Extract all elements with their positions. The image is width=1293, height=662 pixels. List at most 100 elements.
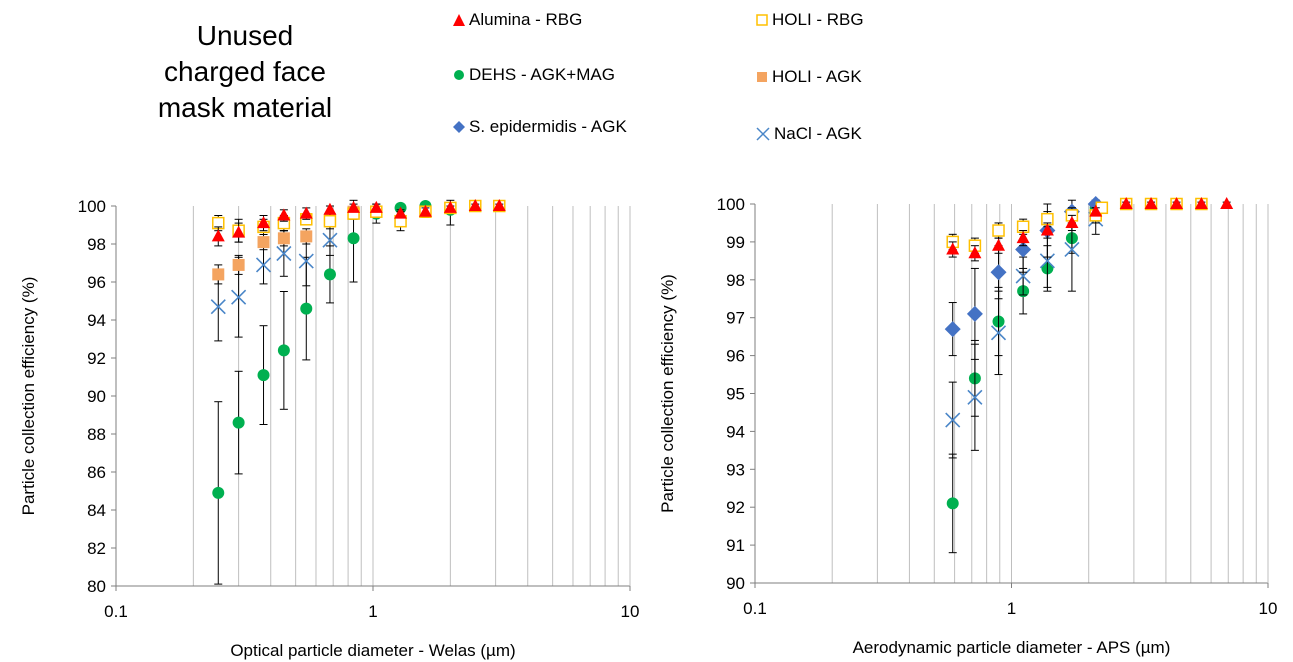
y-tick-label: 82 — [87, 539, 106, 558]
data-point-alumina-rbg — [1065, 215, 1079, 228]
data-point-holi-agk — [277, 232, 290, 245]
legend-label: HOLI - AGK — [772, 67, 862, 86]
y-tick-label: 86 — [87, 463, 106, 482]
y-tick-label: 96 — [87, 273, 106, 292]
legend-label: S. epidermidis - AGK — [469, 117, 627, 136]
data-point-alumina-rbg — [1194, 197, 1208, 209]
circle-marker-icon — [454, 70, 464, 80]
legend-item-s-epidermidis-agk: S. epidermidis - AGK — [452, 117, 627, 137]
data-point-alumina-rbg — [418, 204, 432, 217]
x-tick-label: 0.1 — [743, 599, 767, 618]
legend-item-alumina-rbg: Alumina - RBG — [452, 10, 582, 30]
data-point-alumina-rbg — [992, 238, 1006, 251]
data-point-alumina-rbg — [1170, 197, 1184, 209]
data-point-alumina-rbg — [323, 202, 337, 215]
data-point-alumina-rbg — [968, 246, 982, 259]
x-axis-label: Optical particle diameter - Welas (µm) — [230, 641, 515, 660]
data-point-dehs-agk-mag — [277, 344, 290, 357]
y-tick-label: 100 — [717, 195, 745, 214]
y-tick-label: 93 — [726, 460, 745, 479]
y-tick-label: 98 — [726, 271, 745, 290]
data-point-alumina-rbg — [347, 200, 361, 213]
legend-label: Alumina - RBG — [469, 10, 583, 29]
legend-item-holi-agk: HOLI - AGK — [755, 67, 862, 87]
data-point-s-epidermidis-agk — [990, 264, 1007, 281]
legend-label: DEHS - AGK+MAG — [469, 65, 615, 84]
data-point-alumina-rbg — [257, 216, 271, 229]
y-tick-label: 90 — [87, 387, 106, 406]
data-point-alumina-rbg — [1016, 231, 1030, 244]
y-tick-label: 92 — [726, 498, 745, 517]
data-point-nacl-agk — [231, 289, 247, 305]
data-point-alumina-rbg — [394, 206, 408, 219]
diamond-marker-icon — [453, 121, 465, 133]
x-axis-label: Aerodynamic particle diameter - APS (µm) — [853, 638, 1171, 657]
data-point-dehs-agk-mag — [300, 302, 313, 315]
data-point-s-epidermidis-agk — [944, 321, 961, 338]
data-point-alumina-rbg — [1089, 204, 1103, 217]
data-point-alumina-rbg — [443, 200, 457, 213]
data-point-dehs-agk-mag — [323, 268, 336, 281]
legend-item-dehs-agk-mag: DEHS - AGK+MAG — [452, 65, 615, 85]
data-point-nacl-agk — [1039, 253, 1055, 269]
data-point-nacl-agk — [990, 325, 1007, 341]
data-point-alumina-rbg — [277, 208, 291, 221]
x-tick-label: 0.1 — [104, 602, 128, 621]
x-tick-label: 1 — [1007, 599, 1016, 618]
open-square-marker-icon — [756, 14, 768, 26]
y-tick-label: 94 — [87, 311, 106, 330]
data-point-dehs-agk-mag — [232, 416, 245, 429]
data-point-alumina-rbg — [946, 242, 960, 255]
y-tick-label: 98 — [87, 235, 106, 254]
y-tick-label: 91 — [726, 536, 745, 555]
y-tick-label: 80 — [87, 577, 106, 596]
legend-label: NaCl - AGK — [774, 124, 862, 143]
triangle-marker-icon — [453, 14, 465, 26]
data-point-dehs-agk-mag — [212, 486, 225, 499]
data-point-alumina-rbg — [299, 206, 313, 219]
x-tick-label: 10 — [621, 602, 640, 621]
y-tick-label: 94 — [726, 422, 745, 441]
data-point-alumina-rbg — [1220, 197, 1234, 209]
data-point-dehs-agk-mag — [347, 232, 360, 245]
x-tick-label: 1 — [368, 602, 377, 621]
y-tick-label: 88 — [87, 425, 106, 444]
legend-label: HOLI - RBG — [772, 10, 864, 29]
data-point-holi-agk — [232, 258, 245, 271]
figure-title-line: mask material — [157, 92, 333, 123]
data-point-holi-agk — [300, 230, 313, 243]
y-tick-label: 97 — [726, 309, 745, 328]
y-tick-label: 84 — [87, 501, 106, 520]
data-point-dehs-agk-mag — [946, 497, 959, 510]
data-point-alumina-rbg — [1040, 223, 1054, 236]
x-tick-label: 10 — [1259, 599, 1278, 618]
data-point-nacl-agk — [967, 389, 983, 405]
data-point-alumina-rbg — [232, 225, 246, 238]
data-point-alumina-rbg — [492, 199, 506, 211]
data-point-alumina-rbg — [468, 199, 482, 211]
data-point-nacl-agk — [322, 232, 338, 248]
y-tick-label: 90 — [726, 574, 745, 593]
data-point-alumina-rbg — [1144, 197, 1158, 209]
data-point-holi-agk — [212, 268, 225, 281]
data-point-alumina-rbg — [211, 229, 225, 242]
data-point-nacl-agk — [255, 257, 272, 273]
data-point-nacl-agk — [1015, 268, 1031, 284]
figure-title-line: Unused — [196, 20, 294, 51]
y-tick-label: 99 — [726, 233, 745, 252]
y-tick-label: 92 — [87, 349, 106, 368]
square-marker-icon — [757, 72, 767, 82]
data-point-nacl-agk — [276, 245, 292, 262]
figure-title: Unused charged face mask material — [150, 18, 340, 126]
legend-item-holi-rbg: HOLI - RBG — [755, 10, 864, 30]
data-point-nacl-agk — [1064, 241, 1080, 258]
y-tick-label: 96 — [726, 347, 745, 366]
y-tick-label: 95 — [726, 385, 745, 404]
data-point-dehs-agk-mag — [257, 369, 270, 382]
data-point-s-epidermidis-agk — [966, 305, 983, 322]
data-point-holi-rbg — [323, 214, 337, 228]
y-axis-label: Particle collection efficiency (%) — [19, 277, 38, 516]
data-point-holi-rbg — [992, 224, 1005, 237]
x-marker-icon — [756, 127, 770, 141]
